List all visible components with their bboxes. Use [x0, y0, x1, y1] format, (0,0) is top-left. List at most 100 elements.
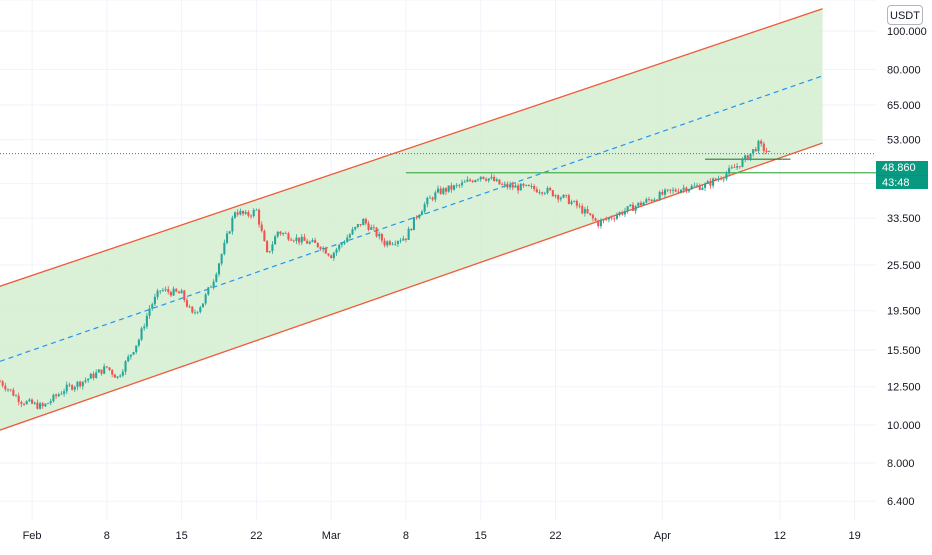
candle-body — [279, 231, 282, 234]
candle-body — [242, 210, 245, 214]
candle-body — [17, 395, 20, 402]
candle-body — [578, 205, 581, 207]
candle-body — [55, 394, 58, 397]
candle-body — [557, 195, 560, 200]
x-tick-label: Apr — [654, 530, 671, 542]
candle-body — [744, 155, 747, 160]
candle-body — [610, 217, 613, 219]
candle-body — [511, 184, 514, 188]
candle-body — [452, 185, 456, 190]
candle-body — [629, 204, 632, 207]
candle-body — [116, 376, 119, 378]
x-tick-label: Feb — [23, 530, 42, 542]
candle-body — [736, 166, 739, 168]
candle-body — [733, 167, 736, 169]
candle-body — [618, 212, 621, 216]
candle-body — [447, 185, 450, 192]
y-tick-label: 25.500 — [887, 260, 921, 272]
candle-body — [581, 206, 584, 214]
candlestick-series — [0, 139, 771, 410]
candle-body — [725, 173, 728, 179]
candle-body — [586, 209, 589, 214]
candle-body — [348, 234, 351, 238]
candle-body — [762, 143, 765, 152]
candle-body — [514, 185, 517, 188]
candle-body — [12, 389, 15, 396]
x-tick-label: 8 — [104, 530, 110, 542]
candle-body — [594, 218, 597, 221]
x-tick-label: 8 — [403, 530, 409, 542]
candle-body — [530, 185, 533, 187]
candle-body — [693, 185, 696, 187]
candle-body — [220, 254, 223, 264]
candle-body — [650, 199, 653, 201]
candle-body — [623, 210, 626, 215]
candle-body — [340, 243, 343, 245]
candle-body — [351, 229, 354, 235]
candle-body — [247, 212, 250, 216]
currency-badge[interactable]: USDT — [887, 5, 923, 25]
candle-body — [428, 197, 432, 199]
candle-body — [602, 219, 605, 221]
candle-body — [169, 291, 172, 296]
candle-body — [450, 185, 453, 190]
candle-body — [308, 241, 311, 244]
x-tick-label: Mar — [322, 530, 341, 542]
candle-body — [39, 403, 42, 409]
candle-body — [92, 373, 95, 378]
candle-body — [498, 179, 501, 185]
candle-body — [73, 386, 76, 390]
candle-body — [233, 212, 237, 218]
candle-body — [207, 287, 210, 295]
candle-body — [485, 178, 488, 181]
candle-body — [442, 188, 445, 194]
candle-body — [364, 219, 367, 224]
candle-body — [431, 197, 434, 200]
candle-body — [97, 369, 100, 373]
candle-body — [159, 290, 162, 292]
candle-body — [108, 367, 111, 370]
x-tick-label: 12 — [774, 530, 786, 542]
candle-body — [575, 200, 578, 206]
candle-body — [89, 373, 92, 379]
candle-body — [605, 219, 608, 221]
candle-body — [223, 242, 226, 255]
candle-body — [199, 307, 202, 312]
candle-body — [252, 210, 255, 217]
candle-body — [127, 356, 130, 362]
candle-body — [466, 179, 469, 182]
candle-body — [0, 381, 2, 383]
candle-body — [474, 180, 477, 183]
candle-body — [338, 244, 341, 250]
candle-body — [396, 241, 399, 244]
candle-body — [677, 191, 680, 193]
candle-body — [172, 288, 175, 296]
candle-body — [696, 185, 699, 187]
candle-body — [469, 179, 472, 181]
candle-body — [749, 153, 752, 160]
candle-body — [519, 183, 522, 191]
candle-body — [209, 286, 213, 288]
candle-body — [225, 233, 229, 243]
candle-body — [268, 251, 271, 253]
candle-body — [95, 372, 98, 378]
candle-body — [746, 155, 749, 160]
candle-body — [148, 308, 151, 316]
candle-body — [698, 185, 701, 190]
candle-body — [410, 228, 413, 231]
candle-body — [717, 178, 720, 180]
candle-body — [599, 220, 602, 227]
x-tick-label: 15 — [475, 530, 487, 542]
candle-body — [236, 212, 239, 215]
candle-body — [153, 296, 156, 305]
candle-body — [1, 381, 4, 386]
candle-body — [282, 233, 285, 234]
candle-body — [322, 247, 325, 250]
candle-body — [111, 369, 114, 375]
candle-body — [356, 224, 359, 228]
candle-body — [570, 201, 573, 204]
candle-body — [559, 197, 562, 200]
candle-body — [362, 219, 365, 226]
